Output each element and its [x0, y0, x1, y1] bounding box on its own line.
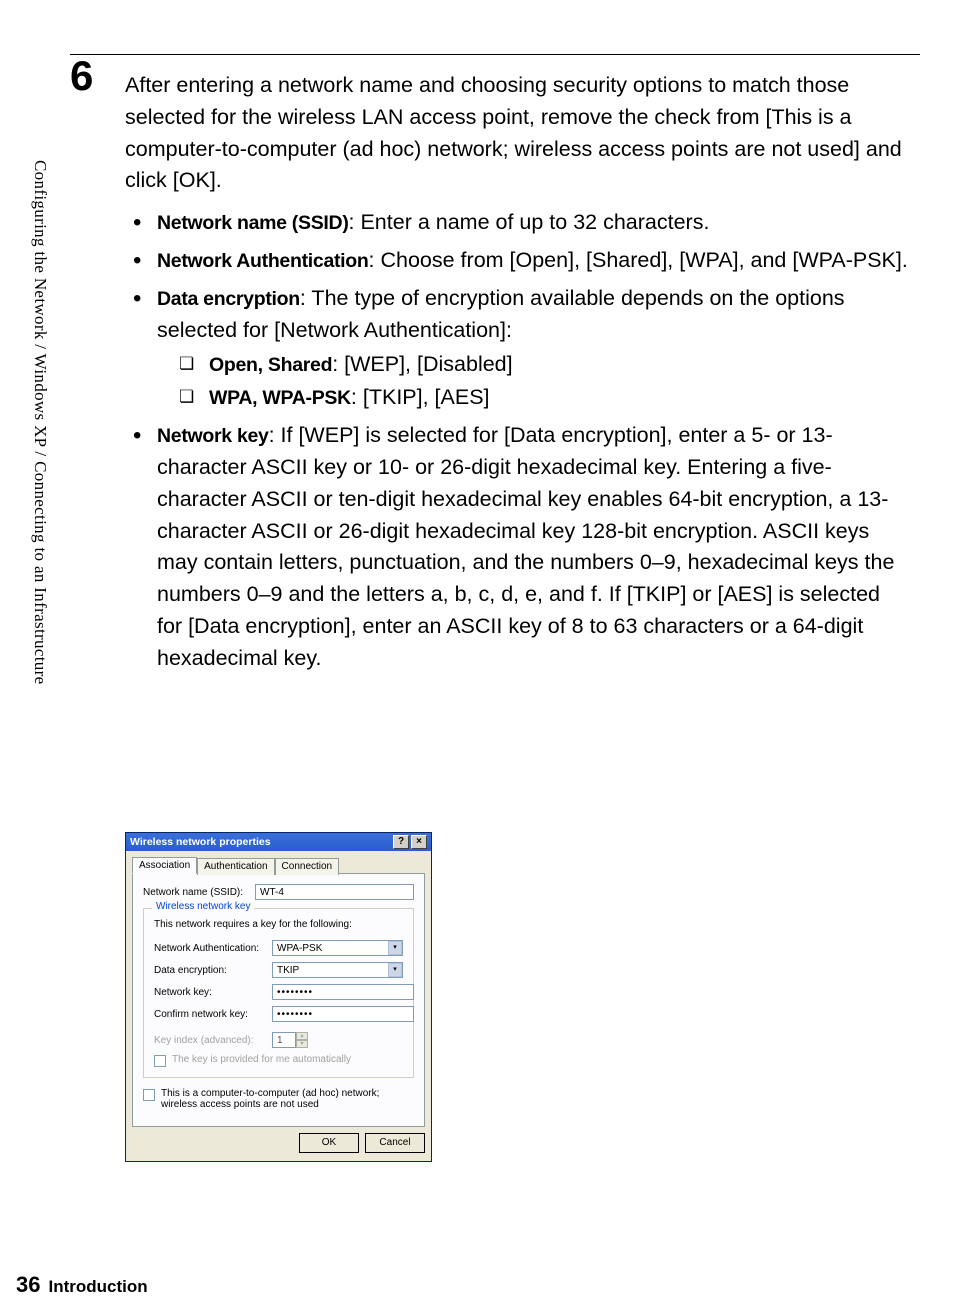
index-input [272, 1032, 296, 1048]
ok-button[interactable]: OK [299, 1133, 359, 1153]
auth-label: Network Authentication: [154, 943, 272, 954]
ssid-row: Network name (SSID): [143, 884, 414, 900]
adhoc-checkbox[interactable] [143, 1089, 155, 1101]
index-label: Key index (advanced): [154, 1035, 272, 1046]
auth-row: Network Authentication: ▾ [154, 940, 403, 956]
auth-value[interactable] [272, 940, 403, 956]
bullet-enc: Data encryption: The type of encryption … [125, 283, 910, 414]
auto-key-label: The key is provided for me automatically [172, 1054, 351, 1065]
enc-row: Data encryption: ▾ [154, 962, 403, 978]
step-number: 6 [70, 52, 93, 100]
page-number: 36 [16, 1272, 40, 1298]
bullet-label: Data encryption [157, 288, 300, 310]
tab-body: Network name (SSID): Wireless network ke… [132, 873, 425, 1127]
sub-text: : [WEP], [Disabled] [332, 352, 512, 376]
confirm-label: Confirm network key: [154, 1009, 272, 1020]
help-button[interactable]: ? [393, 835, 409, 849]
spin-down-icon: ▾ [296, 1040, 308, 1048]
chevron-down-icon[interactable]: ▾ [388, 941, 402, 955]
sub-label: WPA, WPA-PSK [209, 387, 351, 409]
tab-connection[interactable]: Connection [275, 858, 340, 875]
tab-association[interactable]: Association [132, 857, 197, 874]
tabstrip: Association Authentication Connection [132, 857, 425, 874]
bullet-label: Network key [157, 425, 269, 447]
intro-paragraph: After entering a network name and choosi… [125, 70, 910, 197]
bullet-text: : If [WEP] is selected for [Data encrypt… [157, 423, 894, 670]
tab-authentication[interactable]: Authentication [197, 858, 274, 875]
bullet-text: : Enter a name of up to 32 characters. [349, 210, 710, 234]
adhoc-row: This is a computer-to-computer (ad hoc) … [143, 1088, 414, 1110]
sub-text: : [TKIP], [AES] [351, 385, 490, 409]
page-rule [70, 54, 920, 55]
main-content: After entering a network name and choosi… [125, 70, 910, 681]
bullet-key: Network key: If [WEP] is selected for [D… [125, 420, 910, 675]
wireless-key-group: Wireless network key This network requir… [143, 908, 414, 1078]
dialog-titlebar: Wireless network properties ? × [126, 833, 431, 851]
bullet-text: : Choose from [Open], [Shared], [WPA], a… [369, 248, 908, 272]
bullet-label: Network Authentication [157, 250, 369, 272]
sub-wpa: WPA, WPA-PSK: [TKIP], [AES] [179, 382, 910, 414]
bullet-auth: Network Authentication: Choose from [Ope… [125, 245, 910, 277]
index-spinner: ▴▾ [272, 1032, 308, 1048]
close-button[interactable]: × [411, 835, 427, 849]
cancel-button[interactable]: Cancel [365, 1133, 425, 1153]
footer-label: Introduction [48, 1277, 147, 1297]
wireless-properties-dialog: Wireless network properties ? × Associat… [125, 832, 432, 1162]
bullet-list: Network name (SSID): Enter a name of up … [125, 207, 910, 674]
ssid-input[interactable] [255, 884, 414, 900]
sub-open: Open, Shared: [WEP], [Disabled] [179, 349, 910, 381]
page-footer: 36 Introduction [16, 1272, 148, 1298]
sidebar-breadcrumb: Configuring the Network / Windows XP / C… [32, 160, 50, 880]
confirm-input[interactable] [272, 1006, 414, 1022]
enc-combo[interactable]: ▾ [272, 962, 403, 978]
group-legend: Wireless network key [152, 901, 254, 912]
spin-up-icon: ▴ [296, 1032, 308, 1040]
dialog-buttons: OK Cancel [126, 1133, 431, 1161]
dialog-title: Wireless network properties [130, 836, 271, 848]
group-help: This network requires a key for the foll… [154, 919, 403, 930]
adhoc-label: This is a computer-to-computer (ad hoc) … [161, 1088, 414, 1110]
auto-key-row: The key is provided for me automatically [154, 1054, 403, 1067]
enc-label: Data encryption: [154, 965, 272, 976]
key-row: Network key: [154, 984, 403, 1000]
sub-label: Open, Shared [209, 354, 332, 376]
enc-sublist: Open, Shared: [WEP], [Disabled] WPA, WPA… [179, 349, 910, 415]
ssid-label: Network name (SSID): [143, 887, 255, 898]
key-input[interactable] [272, 984, 414, 1000]
key-label: Network key: [154, 987, 272, 998]
enc-value[interactable] [272, 962, 403, 978]
index-row: Key index (advanced): ▴▾ [154, 1032, 403, 1048]
auto-key-checkbox [154, 1055, 166, 1067]
auth-combo[interactable]: ▾ [272, 940, 403, 956]
chevron-down-icon[interactable]: ▾ [388, 963, 402, 977]
bullet-ssid: Network name (SSID): Enter a name of up … [125, 207, 910, 239]
spinner-buttons: ▴▾ [296, 1032, 308, 1048]
bullet-label: Network name (SSID) [157, 212, 349, 234]
confirm-row: Confirm network key: [154, 1006, 403, 1022]
